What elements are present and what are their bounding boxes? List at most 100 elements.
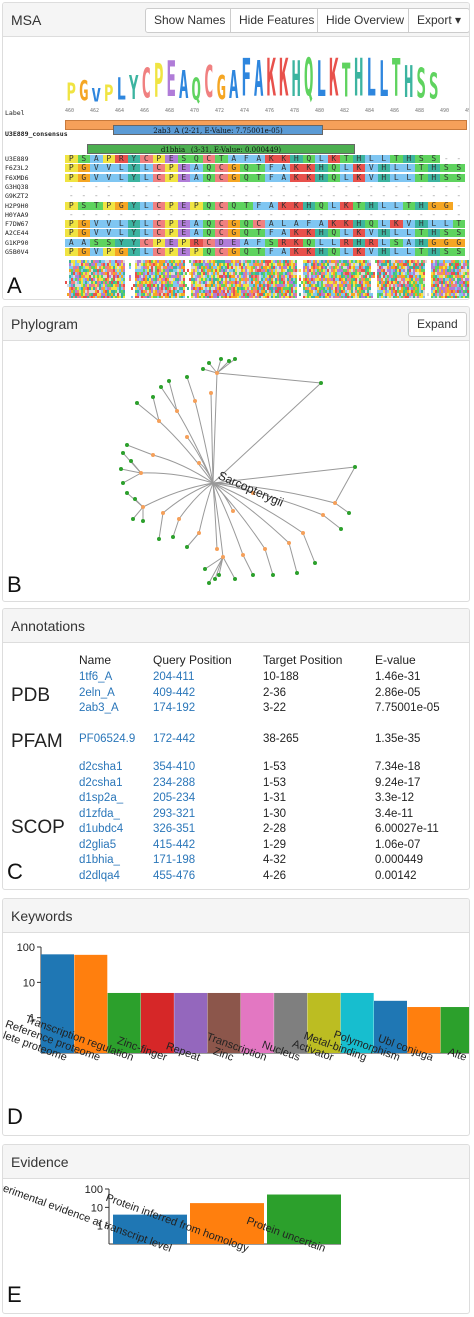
query-position-link[interactable]: 415-442: [153, 838, 196, 851]
tree-leaf-node[interactable]: [233, 577, 237, 581]
tree-leaf-node[interactable]: [227, 359, 231, 363]
tree-leaf-node[interactable]: [233, 357, 237, 361]
query-position-link[interactable]: 205-234: [153, 792, 196, 804]
tree-internal-node[interactable]: [161, 511, 165, 515]
sequence-name[interactable]: F7DW67: [5, 220, 29, 229]
tree-leaf-node[interactable]: [219, 357, 223, 361]
tree-leaf-node[interactable]: [213, 577, 217, 581]
sequence-name[interactable]: G9KZT2: [5, 192, 29, 201]
tree-leaf-node[interactable]: [185, 375, 189, 379]
tree-internal-node[interactable]: [141, 505, 145, 509]
bar[interactable]: [190, 1203, 264, 1244]
bar[interactable]: [140, 992, 174, 1053]
annotation-name-link[interactable]: PF06524.9: [79, 733, 136, 745]
tree-internal-node[interactable]: [231, 509, 235, 513]
tree-internal-node[interactable]: [321, 513, 325, 517]
query-position-link[interactable]: 455-476: [153, 869, 196, 882]
tree-leaf-node[interactable]: [203, 567, 207, 571]
tree-leaf-node[interactable]: [129, 459, 133, 463]
expand-button[interactable]: Expand: [408, 312, 467, 337]
annotation-name-link[interactable]: d2dlqa4: [79, 869, 120, 882]
tree-internal-node[interactable]: [301, 531, 305, 535]
tree-internal-node[interactable]: [209, 391, 213, 395]
sequence-name[interactable]: A2CE44: [5, 229, 29, 238]
query-position-link[interactable]: 293-321: [153, 807, 196, 820]
tree-leaf-node[interactable]: [159, 385, 163, 389]
tree-internal-node[interactable]: [185, 435, 189, 439]
tree-leaf-node[interactable]: [339, 527, 343, 531]
query-position-link[interactable]: 326-351: [153, 823, 196, 835]
tree-internal-node[interactable]: [251, 491, 255, 495]
annotation-name-link[interactable]: d2csha1: [79, 761, 123, 773]
tree-leaf-node[interactable]: [157, 537, 161, 541]
annotation-name-link[interactable]: 1tf6_A: [79, 671, 113, 683]
tree-internal-node[interactable]: [333, 501, 337, 505]
sequence-name[interactable]: H0YAA9: [5, 210, 29, 219]
bar[interactable]: [174, 992, 208, 1053]
query-position-link[interactable]: 354-410: [153, 761, 196, 773]
tree-leaf-node[interactable]: [353, 465, 357, 469]
tree-leaf-node[interactable]: [125, 443, 129, 447]
query-position-link[interactable]: 234-288: [153, 776, 196, 789]
tree-leaf-node[interactable]: [271, 573, 275, 577]
tree-leaf-node[interactable]: [119, 467, 123, 471]
tree-leaf-node[interactable]: [141, 519, 145, 523]
sequence-name[interactable]: F6Z3L2: [5, 164, 29, 173]
hide-features-button[interactable]: Hide Features: [230, 8, 324, 33]
tree-internal-node[interactable]: [263, 547, 267, 551]
annotation-name-link[interactable]: 2ab3_A: [79, 702, 119, 714]
tree-internal-node[interactable]: [215, 547, 219, 551]
tree-leaf-node[interactable]: [313, 561, 317, 565]
bar[interactable]: [113, 1214, 187, 1244]
bar[interactable]: [340, 992, 374, 1053]
tree-leaf-node[interactable]: [131, 517, 135, 521]
annotation-name-link[interactable]: d2csha1: [79, 776, 123, 789]
bar[interactable]: [274, 992, 308, 1053]
tree-leaf-node[interactable]: [185, 545, 189, 549]
tree-leaf-node[interactable]: [167, 379, 171, 383]
tree-internal-node[interactable]: [175, 409, 179, 413]
bar[interactable]: [407, 1007, 441, 1053]
bar[interactable]: [440, 1007, 469, 1053]
tree-internal-node[interactable]: [221, 555, 225, 559]
export-dropdown-button[interactable]: Export ▾: [408, 8, 469, 33]
tree-internal-node[interactable]: [157, 419, 161, 423]
sequence-name[interactable]: G5B0V4: [5, 248, 29, 256]
tree-leaf-node[interactable]: [121, 481, 125, 485]
bar[interactable]: [207, 992, 241, 1053]
tree-leaf-node[interactable]: [319, 381, 323, 385]
tree-leaf-node[interactable]: [207, 581, 211, 585]
query-position-link[interactable]: 172-442: [153, 733, 196, 745]
tree-internal-node[interactable]: [241, 553, 245, 557]
bar[interactable]: [374, 1000, 407, 1053]
annotation-name-link[interactable]: d1bhia_: [79, 854, 120, 866]
tree-leaf-node[interactable]: [201, 367, 205, 371]
annotation-name-link[interactable]: d1zfda_: [79, 807, 120, 820]
query-position-link[interactable]: 409-442: [153, 686, 196, 699]
tree-leaf-node[interactable]: [151, 395, 155, 399]
annotation-name-link[interactable]: d1sp2a_: [79, 792, 124, 804]
query-position-link[interactable]: 171-198: [153, 854, 196, 866]
query-position-link[interactable]: 174-192: [153, 702, 196, 714]
tree-leaf-node[interactable]: [207, 361, 211, 365]
tree-internal-node[interactable]: [197, 531, 201, 535]
tree-internal-node[interactable]: [139, 471, 143, 475]
annotation-name-link[interactable]: d2glia5: [79, 838, 117, 851]
bar[interactable]: [267, 1194, 341, 1244]
sequence-name[interactable]: U3E889: [5, 155, 29, 163]
bar[interactable]: [240, 992, 274, 1053]
bar[interactable]: [41, 954, 74, 1053]
bar[interactable]: [107, 992, 141, 1053]
sequence-name[interactable]: F6XMD6: [5, 173, 29, 182]
feature-2ab3-a[interactable]: 2ab3_A (2-21, E-Value: 7.75001e-05): [113, 125, 323, 135]
tree-leaf-node[interactable]: [217, 573, 221, 577]
bar[interactable]: [307, 992, 341, 1053]
tree-internal-node[interactable]: [151, 453, 155, 457]
tree-internal-node[interactable]: [177, 517, 181, 521]
sequence-name[interactable]: H2P9H0: [5, 201, 29, 210]
hide-overview-button[interactable]: Hide Overview: [317, 8, 414, 33]
tree-internal-node[interactable]: [197, 461, 201, 465]
annotation-name-link[interactable]: d1ubdc4: [79, 823, 124, 835]
sequence-name[interactable]: G3HQ38: [5, 182, 29, 191]
phylogenetic-tree[interactable]: Sarcopterygii: [3, 343, 469, 598]
